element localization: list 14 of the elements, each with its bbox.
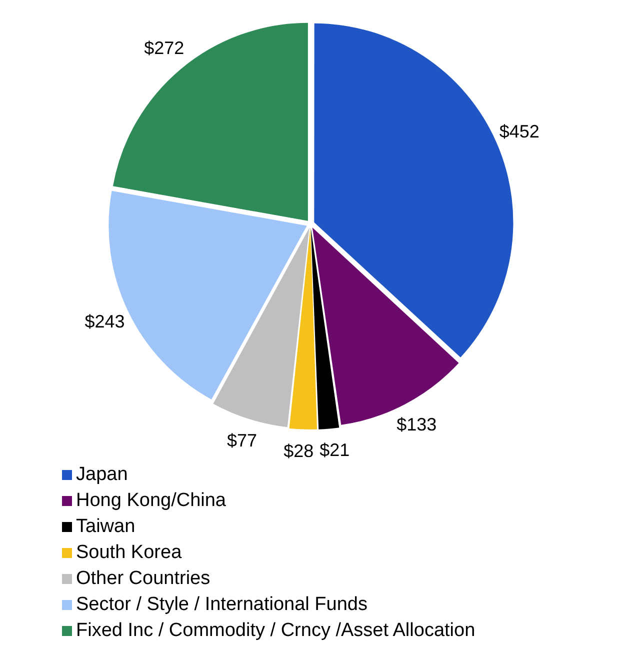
legend-label: Fixed Inc / Commodity / Crncy /Asset Allocation xyxy=(76,619,476,643)
legend-label: Hong Kong/China xyxy=(76,489,226,513)
data-label: $133 xyxy=(396,414,437,435)
legend-label: Taiwan xyxy=(76,515,136,539)
legend-label: South Korea xyxy=(76,541,182,565)
data-label: $243 xyxy=(84,311,125,332)
legend-label: Other Countries xyxy=(76,567,210,591)
data-label: $452 xyxy=(499,122,540,142)
legend-label: Sector / Style / International Funds xyxy=(76,593,368,617)
data-label: $272 xyxy=(144,38,184,58)
data-label: $77 xyxy=(227,430,258,450)
data-label: $28 xyxy=(284,440,314,461)
data-label: $21 xyxy=(320,440,350,460)
legend-label: Japan xyxy=(76,463,128,487)
